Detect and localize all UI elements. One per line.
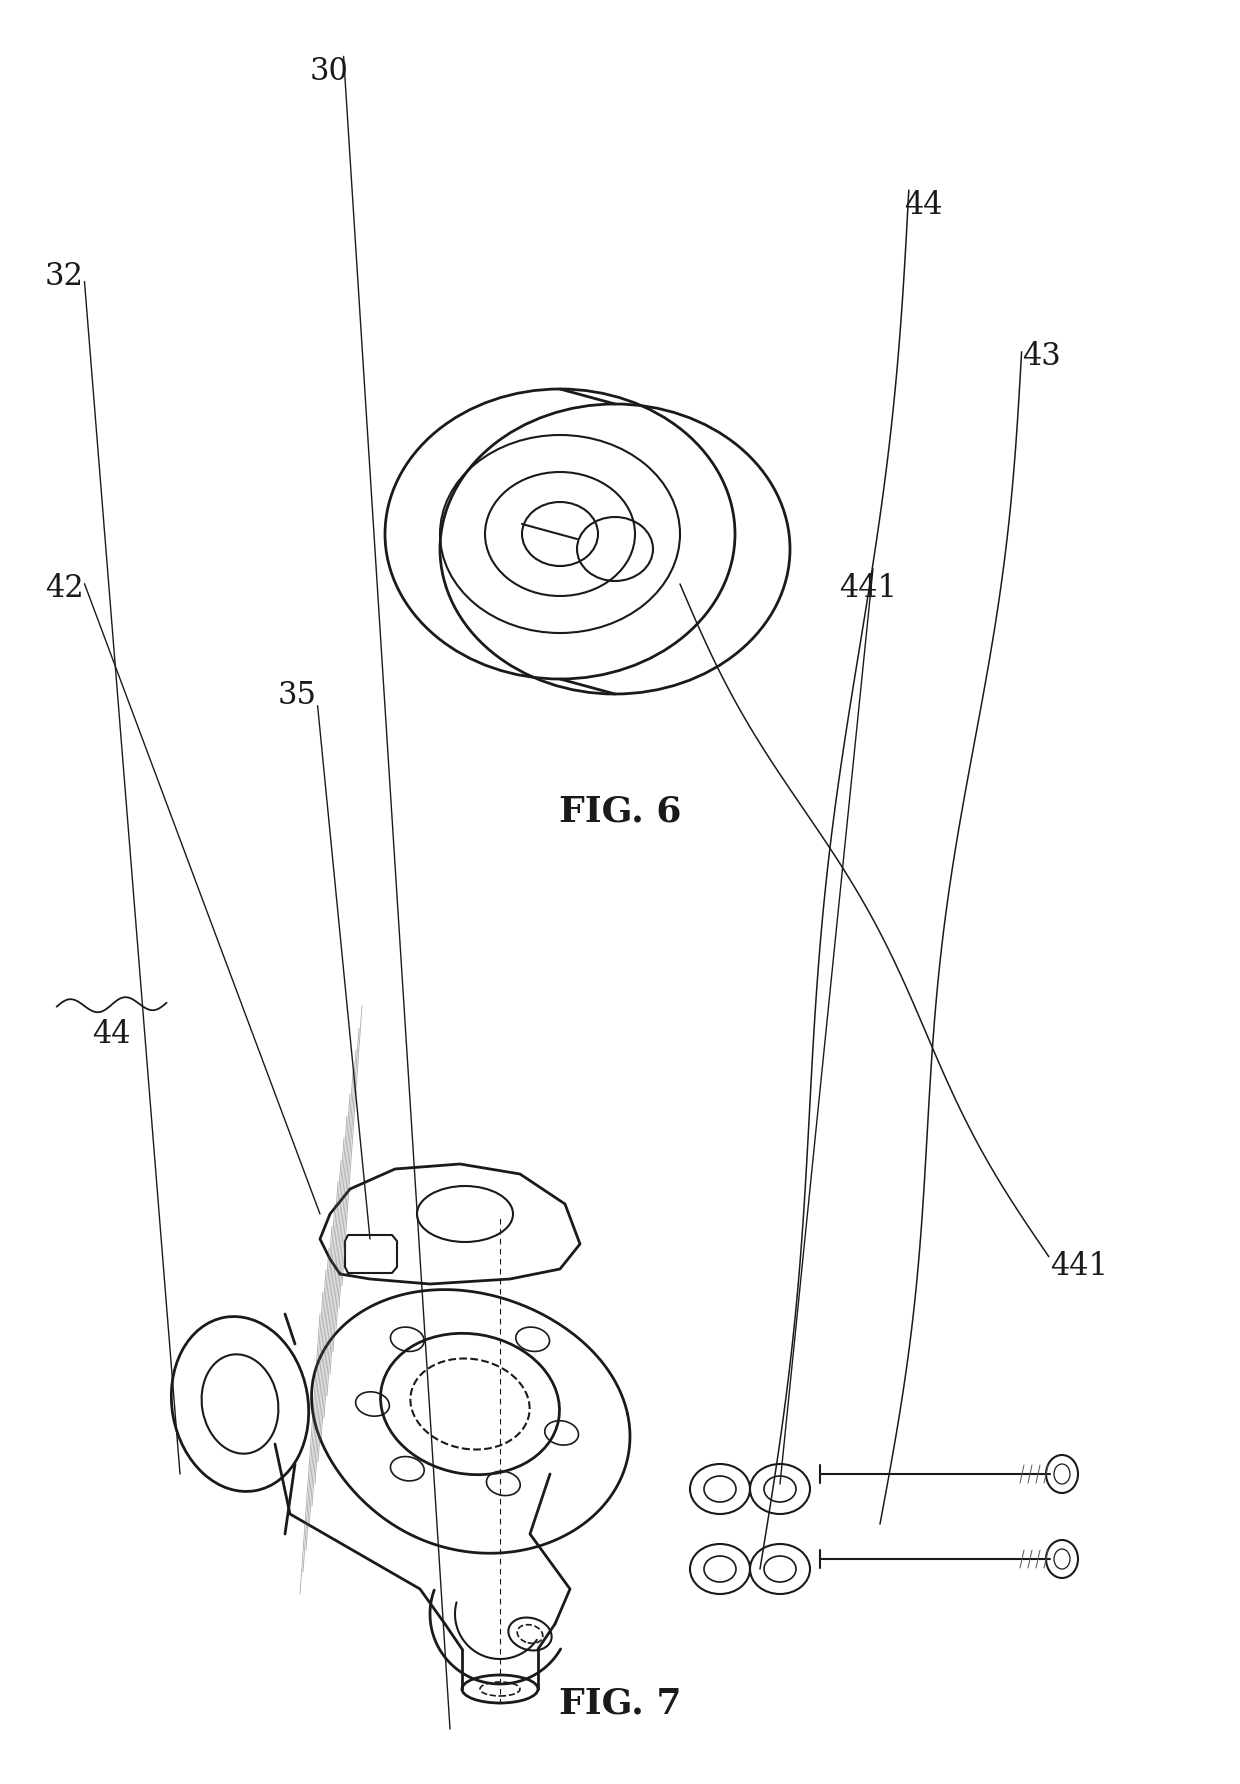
- Text: 44: 44: [904, 189, 944, 221]
- Text: 30: 30: [309, 55, 348, 87]
- Text: 42: 42: [45, 573, 84, 605]
- Text: FIG. 7: FIG. 7: [559, 1686, 681, 1722]
- Text: 35: 35: [278, 680, 317, 712]
- Text: FIG. 6: FIG. 6: [559, 794, 681, 830]
- Text: 43: 43: [1022, 341, 1061, 373]
- Text: 441: 441: [839, 573, 897, 605]
- Text: 441: 441: [1050, 1251, 1107, 1283]
- Text: 32: 32: [45, 260, 84, 293]
- Text: 44: 44: [92, 1019, 131, 1051]
